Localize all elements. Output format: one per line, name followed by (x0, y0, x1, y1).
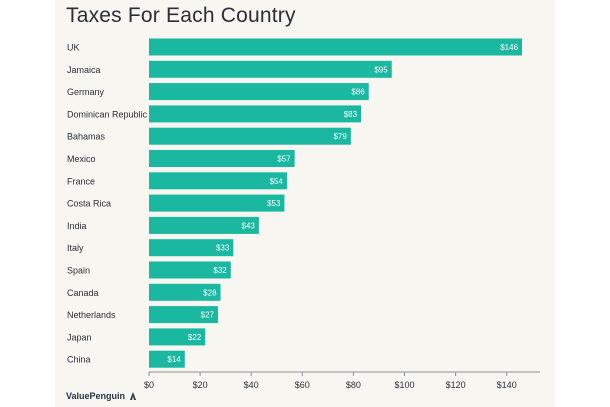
bar-japan (149, 328, 206, 346)
bar-mexico (149, 150, 295, 167)
bar-italy (149, 239, 234, 257)
bar-bahamas (149, 127, 351, 145)
category-label-china: China (67, 355, 91, 365)
value-label-japan: $22 (188, 333, 202, 342)
bars-group: UK $146 Jamaica $95 Germany $86 Dominican Repu… (67, 38, 523, 368)
x-axis: $0 $20 $40 $60 $80 $100 $120 $140 (144, 371, 540, 390)
value-label-uk: $146 (500, 43, 518, 52)
category-label-india: India (67, 221, 87, 231)
category-label-dominican-republic: Dominican Republic (67, 109, 148, 119)
brand-logo: ValuePenguin (66, 391, 138, 401)
value-label-germany: $86 (351, 88, 365, 97)
x-tick-label-20: $20 (193, 380, 208, 390)
category-label-netherlands: Netherlands (67, 310, 116, 320)
bar-canada (149, 283, 221, 301)
bar-costa-rica (149, 194, 285, 212)
value-label-netherlands: $27 (201, 311, 215, 320)
category-label-germany: Germany (67, 87, 105, 97)
category-label-canada: Canada (67, 288, 99, 298)
value-label-france: $54 (270, 177, 284, 186)
bar-dominican-republic (149, 105, 362, 123)
bar-india (149, 216, 259, 234)
value-label-dominican-republic: $83 (344, 110, 358, 119)
value-label-canada: $28 (203, 288, 217, 297)
x-tick-label-100: $100 (394, 380, 414, 390)
value-label-india: $43 (242, 221, 256, 230)
value-label-costa-rica: $53 (267, 199, 281, 208)
chart-title: Taxes For Each Country (66, 4, 296, 27)
bar-jamaica (149, 60, 392, 78)
penguin-logo-icon (130, 392, 137, 400)
x-tick-label-40: $40 (244, 380, 259, 390)
brand-name: ValuePenguin (66, 391, 126, 401)
x-tick-label-80: $80 (346, 380, 361, 390)
x-tick-label-60: $60 (295, 380, 310, 390)
x-tick-label-0: $0 (144, 380, 154, 390)
value-label-mexico: $57 (277, 155, 291, 164)
value-label-jamaica: $95 (374, 65, 388, 74)
category-label-japan: Japan (67, 332, 92, 342)
category-label-spain: Spain (67, 266, 90, 276)
category-label-jamaica: Jamaica (67, 65, 101, 75)
value-label-spain: $32 (213, 266, 227, 275)
category-label-italy: Italy (67, 243, 84, 253)
category-label-france: France (67, 176, 95, 186)
value-label-bahamas: $79 (333, 132, 347, 141)
bar-china (149, 350, 185, 368)
category-label-mexico: Mexico (67, 154, 96, 164)
value-label-italy: $33 (216, 244, 230, 253)
bar-france (149, 172, 287, 190)
x-tick-label-120: $120 (446, 380, 466, 390)
bar-uk (149, 38, 523, 56)
x-tick-label-140: $140 (497, 380, 517, 390)
value-label-china: $14 (167, 355, 181, 364)
bar-netherlands (149, 306, 218, 324)
category-label-costa-rica: Costa Rica (67, 199, 111, 209)
bar-spain (149, 261, 231, 279)
bar-germany (149, 83, 369, 101)
category-label-uk: UK (67, 43, 80, 53)
category-label-bahamas: Bahamas (67, 132, 106, 142)
